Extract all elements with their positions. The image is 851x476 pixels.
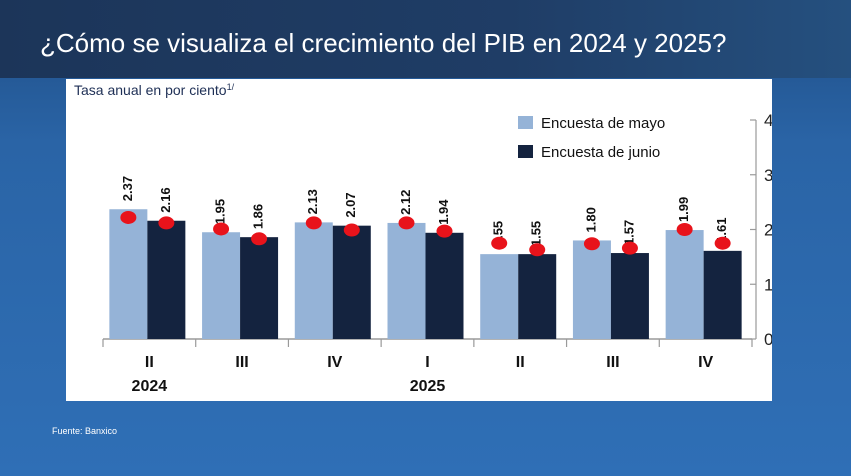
legend-label: Encuesta de junio xyxy=(541,144,660,161)
bar-value-label: 1.55 xyxy=(529,221,544,246)
bar-junio xyxy=(425,232,464,339)
bar-mayo xyxy=(109,209,148,339)
red-marker xyxy=(343,223,360,237)
bar-value-label: 2.13 xyxy=(305,189,320,214)
bar-junio xyxy=(610,253,649,339)
year-label: 2024 xyxy=(132,378,168,395)
bar-junio xyxy=(240,237,279,339)
red-marker xyxy=(398,216,415,230)
red-marker xyxy=(436,224,453,238)
year-label: 2025 xyxy=(410,378,446,395)
chart-panel: Tasa anual en por ciento1/0 1 2 3 4 2.37 2.16 I… xyxy=(66,79,773,401)
bar-value-label: 2.12 xyxy=(398,190,413,215)
red-marker xyxy=(621,241,638,255)
bar-value-label: 1.99 xyxy=(676,197,691,222)
y-axis-label-footnote: 1/ xyxy=(227,82,235,92)
y-axis-label: Tasa anual en por ciento1/ xyxy=(74,82,235,98)
bar-mayo xyxy=(665,230,704,339)
x-tick-label: III xyxy=(235,354,248,371)
bar-junio xyxy=(703,250,742,339)
source-note: Fuente: Banxico xyxy=(52,426,118,436)
bar-value-label: 1.80 xyxy=(583,207,598,232)
bar-mayo xyxy=(294,222,333,339)
red-marker xyxy=(583,237,600,251)
red-marker xyxy=(491,236,508,250)
bar-value-label: 1.94 xyxy=(436,199,451,225)
y-tick-label: 3 xyxy=(764,166,772,185)
bar-junio xyxy=(147,220,186,339)
bar-junio xyxy=(518,254,557,339)
y-tick-label: 0 xyxy=(764,330,772,349)
title-band xyxy=(0,0,851,78)
red-marker xyxy=(714,236,731,250)
bar-mayo xyxy=(202,232,241,339)
x-tick-label: I xyxy=(425,354,429,371)
bar-value-label: 1.86 xyxy=(251,204,266,229)
bar-value-label: 1.95 xyxy=(213,199,228,224)
legend-swatch xyxy=(518,145,533,158)
bar-value-label: 2.07 xyxy=(343,192,358,217)
red-marker xyxy=(158,216,175,230)
red-marker xyxy=(305,216,322,230)
bar-mayo xyxy=(387,222,426,339)
bar-mayo xyxy=(572,240,611,339)
y-tick-label: 1 xyxy=(764,275,772,294)
x-tick-label: III xyxy=(606,354,619,371)
red-marker xyxy=(676,223,693,236)
red-marker xyxy=(120,210,137,224)
bar-value-label: 1.57 xyxy=(621,220,636,245)
gdp-growth-chart: Tasa anual en por ciento1/0 1 2 3 4 2.37 2.16 I… xyxy=(74,82,773,395)
bar-value-label: 1.61 xyxy=(714,218,729,243)
page-title: ¿Cómo se visualiza el crecimiento del PI… xyxy=(40,28,727,58)
bar-mayo xyxy=(480,254,519,339)
y-tick-label: 4 xyxy=(764,111,772,130)
bar-junio xyxy=(332,225,371,339)
red-marker xyxy=(529,243,546,257)
red-marker xyxy=(213,222,230,236)
x-tick-label: II xyxy=(145,354,154,371)
legend-label: Encuesta de mayo xyxy=(541,115,665,132)
red-marker xyxy=(251,232,268,246)
bar-value-label: 2.16 xyxy=(158,187,173,212)
x-tick-label: IV xyxy=(327,354,342,371)
legend-swatch xyxy=(518,116,533,129)
bar-value-label: 2.37 xyxy=(120,176,135,201)
y-tick-label: 2 xyxy=(764,221,772,240)
x-tick-label: II xyxy=(516,354,525,371)
x-tick-label: IV xyxy=(698,354,713,371)
